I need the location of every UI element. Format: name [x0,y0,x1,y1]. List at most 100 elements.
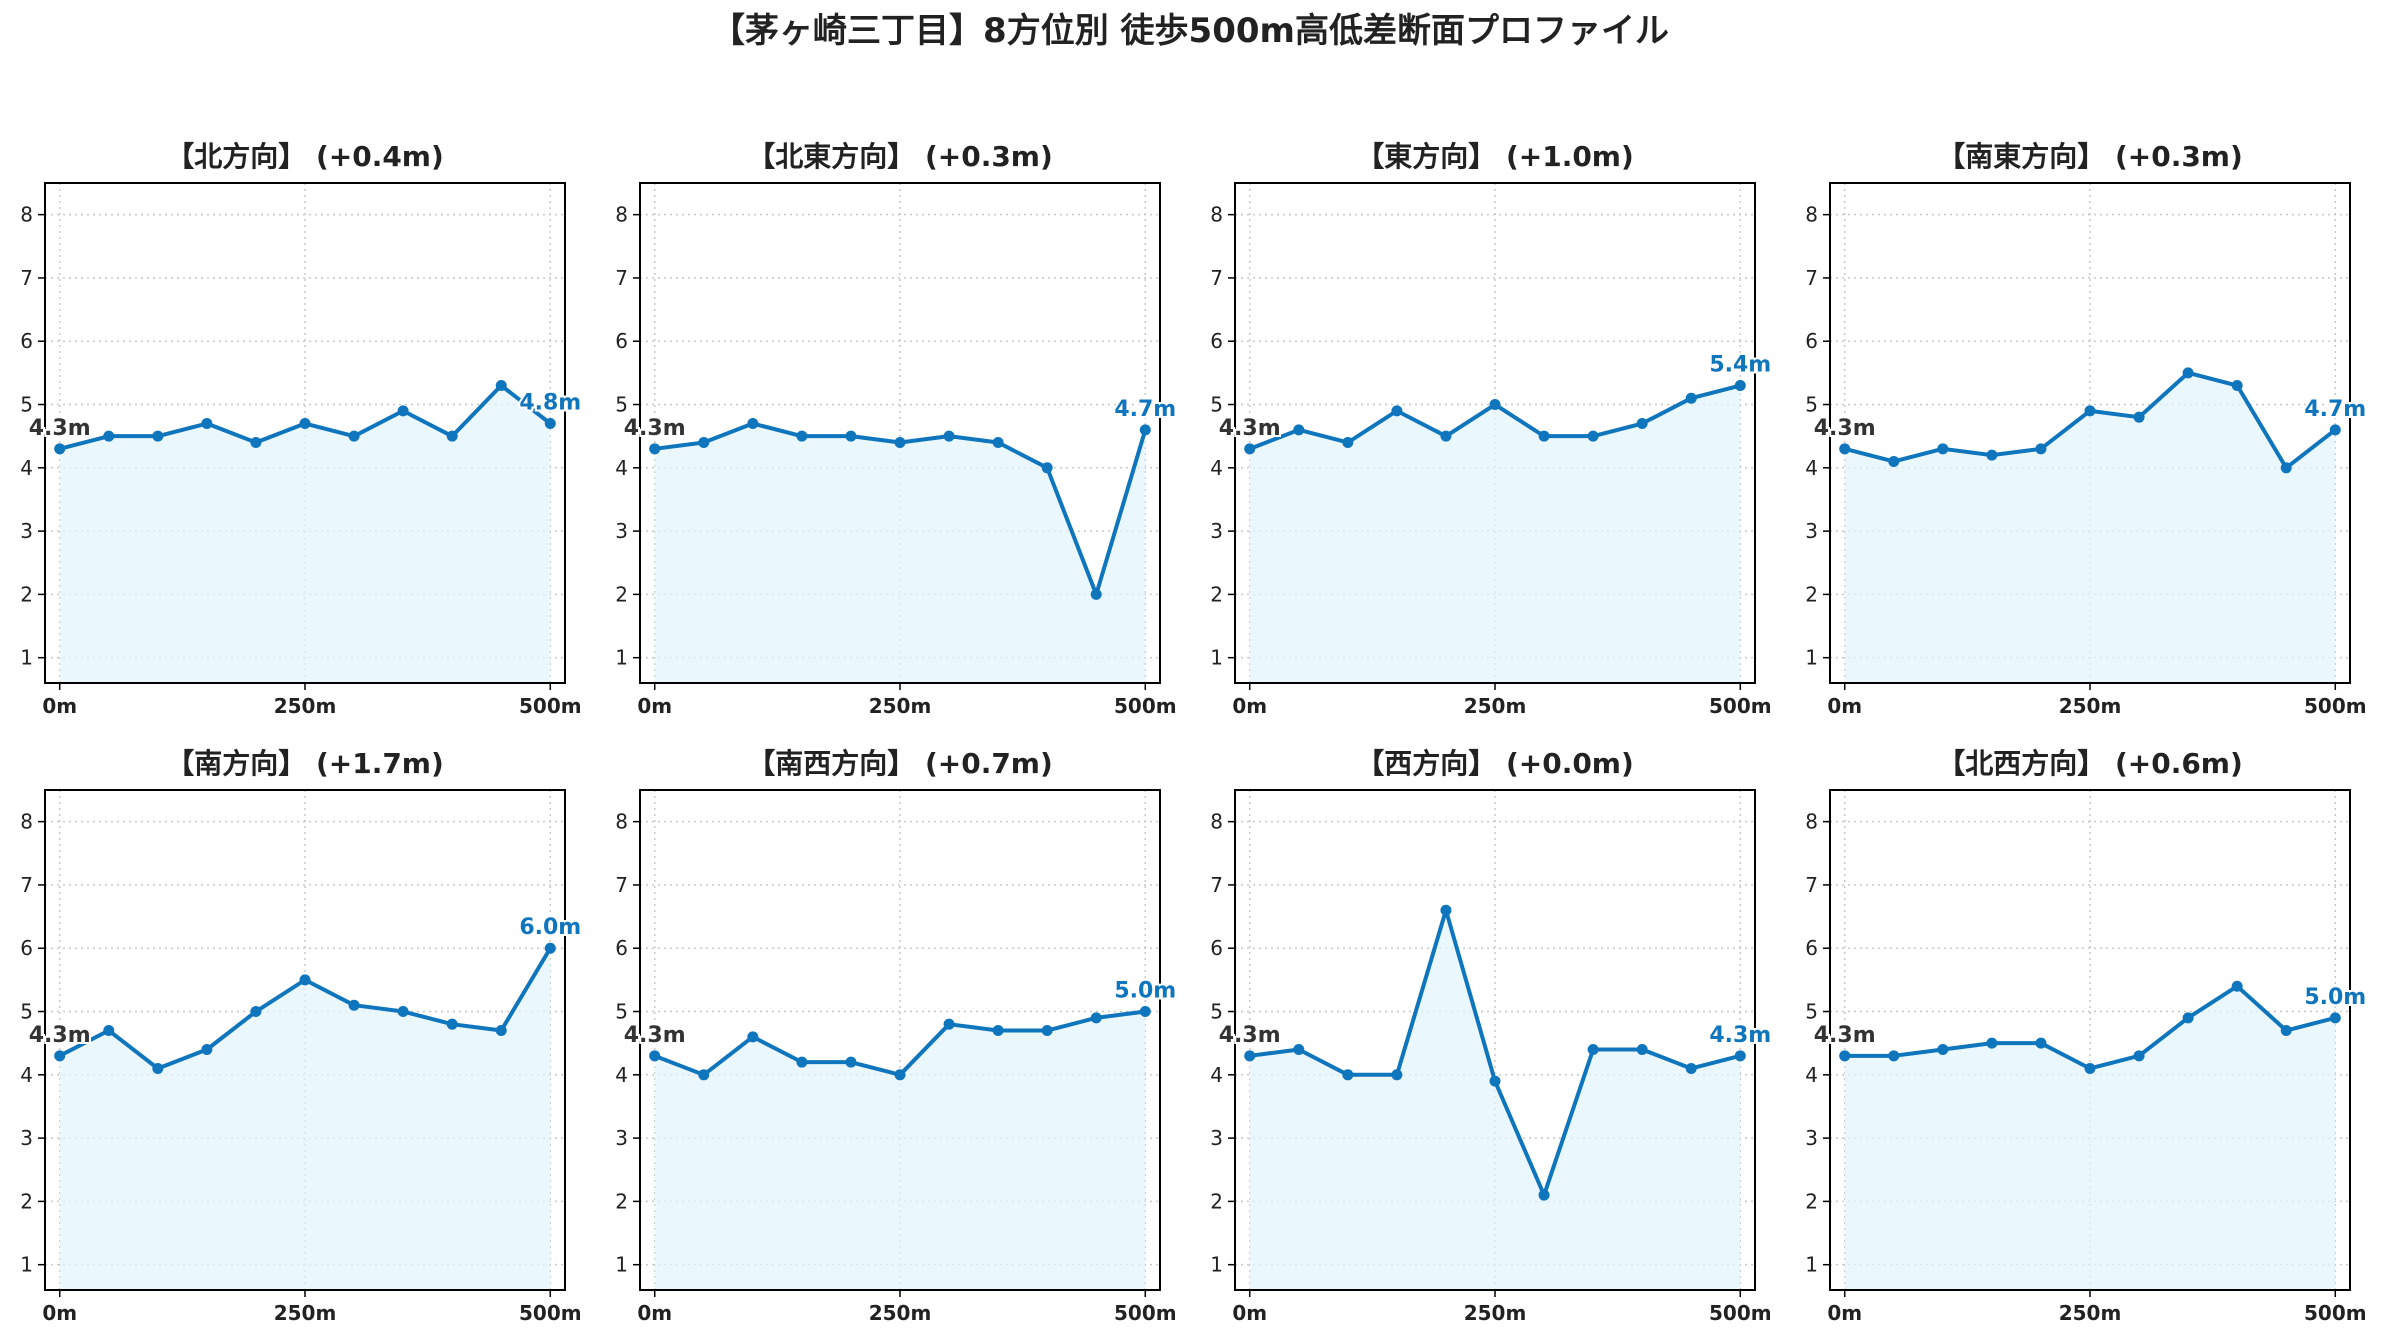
y-tick-label: 5 [20,393,33,417]
x-tick-label: 0m [42,1301,77,1325]
data-point [1293,424,1305,436]
y-tick-label: 1 [20,646,33,670]
y-tick-label: 7 [1210,266,1223,290]
start-elevation-label: 4.3m [29,1023,91,1048]
y-tick-label: 7 [1805,266,1818,290]
chart-panel-0: 【北方向】 (+0.4m) 1 2 3 4 5 6 7 8 0m 250m 500m 4.3m 4.8m [20,140,583,718]
end-elevation-label: 5.4m [1709,353,1771,378]
data-point [943,430,955,442]
y-tick-label: 1 [615,1253,628,1277]
data-point [1636,418,1648,430]
chart-panel-7: 【北西方向】 (+0.6m) 1 2 3 4 5 6 7 8 0m 250m 500m 4.3m 5.0m [1805,747,2368,1325]
y-tick-label: 5 [615,393,628,417]
x-tick-label: 500m [519,694,582,718]
start-elevation-label: 4.3m [29,416,91,441]
x-tick-label: 500m [519,1301,582,1325]
data-point [1937,443,1949,455]
data-point [2084,1062,2096,1074]
data-point [446,430,458,442]
y-tick-label: 8 [1805,203,1818,227]
data-point [1391,1069,1403,1081]
chart-title: 【北西方向】 (+0.6m) [1937,747,2243,780]
data-point [747,418,759,430]
data-point [649,443,661,455]
y-tick-label: 8 [615,810,628,834]
y-tick-label: 3 [1805,1126,1818,1150]
y-tick-label: 8 [615,203,628,227]
y-tick-label: 8 [1805,810,1818,834]
data-point [1839,1050,1851,1062]
data-point [2182,1012,2194,1024]
chart-panel-3: 【南東方向】 (+0.3m) 1 2 3 4 5 6 7 8 0m 250m 500m 4.3m 4.7m [1805,140,2368,718]
data-point [796,430,808,442]
data-point [1090,588,1102,600]
y-tick-label: 4 [1210,456,1223,480]
data-point [201,1043,213,1055]
y-tick-label: 8 [1210,203,1223,227]
data-point [1041,462,1053,474]
y-tick-label: 7 [615,266,628,290]
data-point [495,1025,507,1037]
data-point [796,1056,808,1068]
data-point [348,999,360,1011]
data-point [1440,430,1452,442]
data-point [1587,1043,1599,1055]
x-tick-label: 0m [637,1301,672,1325]
y-tick-label: 7 [20,266,33,290]
y-tick-label: 6 [1805,329,1818,353]
data-point [2133,1050,2145,1062]
x-tick-label: 500m [1709,694,1772,718]
y-tick-label: 3 [20,1126,33,1150]
chart-panel-5: 【南西方向】 (+0.7m) 1 2 3 4 5 6 7 8 0m 250m 500m 4.3m 5.0m [615,747,1178,1325]
data-point [894,1069,906,1081]
y-tick-label: 8 [20,203,33,227]
y-tick-label: 5 [615,1000,628,1024]
y-tick-label: 1 [615,646,628,670]
y-tick-label: 2 [1805,1189,1818,1213]
y-tick-label: 3 [615,519,628,543]
start-elevation-label: 4.3m [624,416,686,441]
area-fill [59,948,551,1290]
end-elevation-label: 4.7m [1114,397,1176,422]
y-tick-label: 1 [1805,646,1818,670]
x-tick-label: 500m [1114,694,1177,718]
y-tick-label: 1 [1210,646,1223,670]
data-point [397,405,409,417]
x-tick-label: 0m [1232,694,1267,718]
chart-title: 【北東方向】 (+0.3m) [747,140,1053,173]
end-elevation-label: 5.0m [1114,979,1176,1004]
data-point [1489,1075,1501,1087]
y-tick-label: 2 [1210,1189,1223,1213]
data-point [2231,980,2243,992]
data-point [1139,424,1151,436]
y-tick-label: 4 [1805,456,1818,480]
data-point [1244,1050,1256,1062]
chart-title: 【西方向】 (+0.0m) [1356,747,1634,780]
data-point [1538,430,1550,442]
end-elevation-label: 4.7m [2304,397,2366,422]
y-tick-label: 5 [1805,1000,1818,1024]
data-point [1090,1012,1102,1024]
y-tick-label: 2 [615,1189,628,1213]
data-point [649,1050,661,1062]
area-fill [654,1011,1146,1290]
x-tick-label: 0m [1827,694,1862,718]
y-tick-label: 3 [1805,519,1818,543]
chart-panel-1: 【北東方向】 (+0.3m) 1 2 3 4 5 6 7 8 0m 250m 500m 4.3m 4.7m [615,140,1178,718]
data-point [2084,405,2096,417]
data-point [544,418,556,430]
data-point [1489,399,1501,411]
data-point [1587,430,1599,442]
x-tick-label: 500m [1114,1301,1177,1325]
figure-title: 【茅ヶ崎三丁目】8方位別 徒歩500m高低差断面プロファイル [711,11,1669,51]
x-tick-label: 250m [1464,1301,1527,1325]
start-elevation-label: 4.3m [1814,416,1876,441]
y-tick-label: 1 [20,1253,33,1277]
y-tick-label: 2 [1805,582,1818,606]
data-point [747,1031,759,1043]
data-point [845,1056,857,1068]
x-tick-label: 500m [2304,694,2367,718]
data-point [1244,443,1256,455]
end-elevation-label: 6.0m [519,915,581,940]
